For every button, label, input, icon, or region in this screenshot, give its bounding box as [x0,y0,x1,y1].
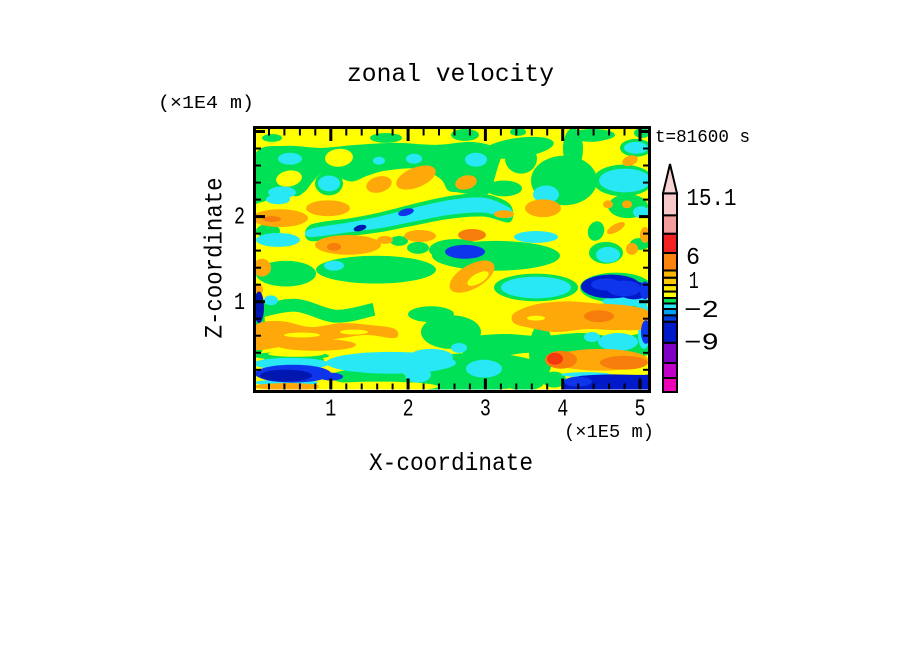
svg-text:2: 2 [403,397,414,424]
svg-text:−2: −2 [684,298,719,325]
svg-text:6: 6 [686,245,700,272]
svg-text:2: 2 [234,205,245,232]
svg-text:Z-coordinate: Z-coordinate [201,177,230,338]
svg-text:1: 1 [689,269,699,296]
svg-text:4: 4 [557,397,568,424]
svg-text:(×1E4 m): (×1E4 m) [158,94,254,114]
svg-text:3: 3 [480,397,491,424]
svg-text:5: 5 [635,397,646,424]
svg-text:1: 1 [234,290,245,317]
svg-text:(×1E5 m): (×1E5 m) [564,423,654,443]
svg-text:zonal velocity: zonal velocity [347,60,554,89]
svg-text:15.1: 15.1 [687,186,737,213]
svg-text:t=81600 s: t=81600 s [655,128,750,148]
svg-text:1: 1 [325,397,336,424]
svg-text:X-coordinate: X-coordinate [369,449,533,478]
svg-text:−9: −9 [684,331,719,358]
